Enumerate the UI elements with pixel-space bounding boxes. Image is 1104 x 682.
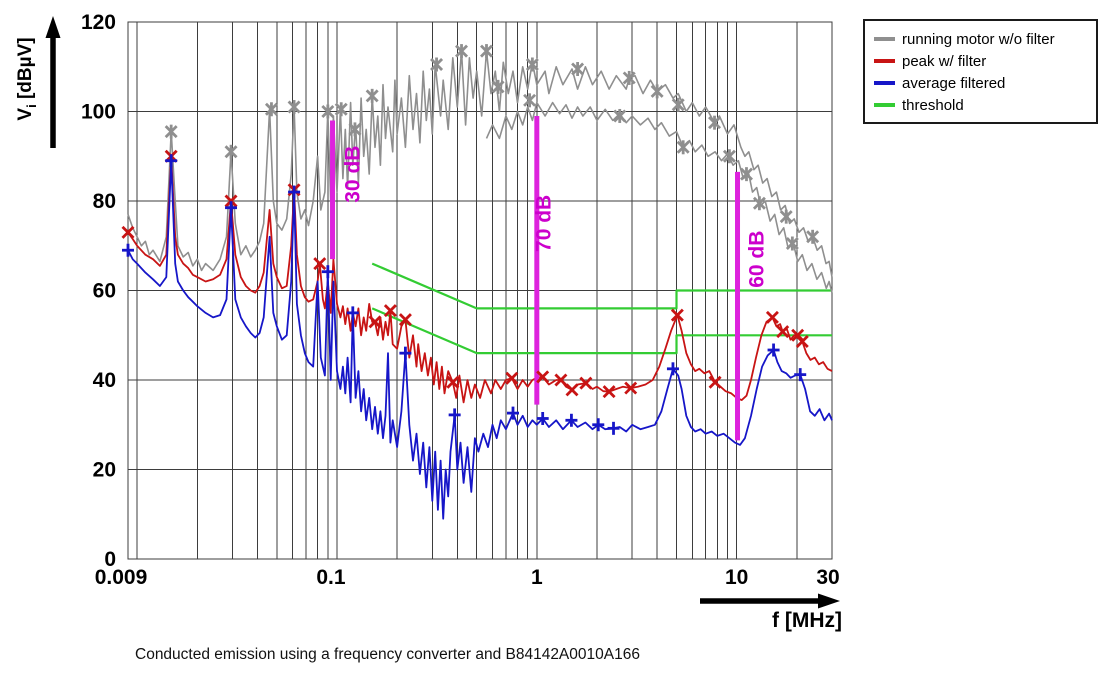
marker-x [383, 304, 397, 318]
x-axis-label: f [MHz] [772, 609, 842, 632]
y-tick-label: 120 [81, 11, 116, 34]
marker-x [313, 257, 327, 271]
x-axis-arrow-head [818, 593, 840, 609]
legend-label: running motor w/o filter [902, 30, 1055, 48]
legend-item: threshold [874, 94, 1088, 116]
legend-label: threshold [902, 96, 964, 114]
marker-x [121, 225, 135, 239]
marker-x [224, 194, 238, 208]
legend-item: peak w/ filter [874, 50, 1088, 72]
y-tick-label: 80 [93, 190, 116, 213]
threshold-line [371, 262, 832, 310]
y-tick-label: 0 [104, 548, 116, 571]
marker-x [776, 325, 790, 339]
legend-item: running motor w/o filter [874, 28, 1088, 50]
legend: running motor w/o filter peak w/ filter av… [863, 19, 1098, 124]
marker-x [670, 308, 684, 322]
series-running-motor-w-o-filter [127, 50, 833, 278]
legend-swatch [874, 103, 895, 107]
marker-x [795, 335, 809, 349]
marker-x [624, 381, 638, 395]
legend-swatch [874, 37, 895, 41]
annotation-label: 60 dB [745, 231, 768, 288]
x-tick-label: 30 [816, 566, 839, 589]
legend-swatch [874, 81, 895, 85]
y-axis-arrow-head [45, 16, 61, 38]
series-average-filtered [127, 159, 833, 520]
marker-x [398, 313, 412, 327]
y-tick-label: 40 [93, 369, 116, 392]
y-tick-label: 100 [81, 101, 116, 124]
y-axis-label: Vi [dBµV] [15, 37, 39, 121]
marker-x [602, 385, 616, 399]
chart-caption: Conducted emission using a frequency con… [135, 646, 640, 663]
x-tick-label: 1 [531, 566, 543, 589]
x-tick-label: 10 [725, 566, 748, 589]
y-tick-label: 20 [93, 459, 116, 482]
y-tick-label: 60 [93, 280, 116, 303]
legend-label: average filtered [902, 74, 1006, 92]
legend-label: peak w/ filter [902, 52, 987, 70]
marker-x [554, 373, 568, 387]
x-tick-label: 0.1 [316, 566, 346, 589]
marker-x [505, 371, 519, 385]
legend-swatch [874, 59, 895, 63]
marker-x [579, 376, 593, 390]
x-tick-label: 0.009 [95, 566, 148, 589]
threshold-line [371, 307, 832, 355]
marker-x [368, 315, 382, 329]
legend-item: average filtered [874, 72, 1088, 94]
annotation-label: 70 dB [532, 195, 555, 252]
marker-x [765, 310, 779, 324]
marker-x [536, 370, 550, 384]
marker-x [446, 375, 460, 389]
marker-x [565, 383, 579, 397]
marker-x [708, 375, 722, 389]
annotation-label: 30 dB [342, 146, 365, 203]
